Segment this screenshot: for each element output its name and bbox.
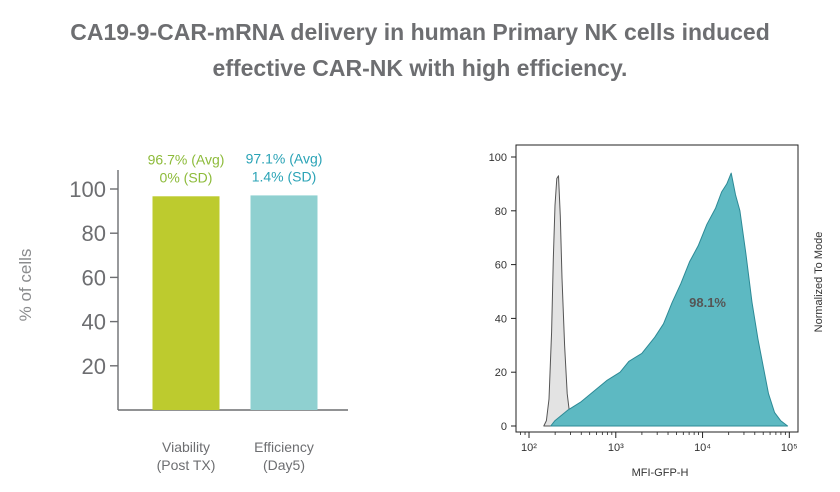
x-tick-label: 10² [521,442,537,454]
y-axis-label: Normalized To Mode [813,232,825,333]
y-tick-label: 60 [495,260,507,272]
x-category-label-line-2: (Day5) [263,457,305,473]
y-tick-label: 0 [501,421,507,433]
bar [152,196,220,410]
x-axis-label: MFI-GFP-H [632,467,689,479]
bar-annotation-sd: 1.4% (SD) [252,168,317,184]
x-category-label: Efficiency [254,439,314,455]
x-tick-label: 10⁵ [781,442,798,454]
x-tick-label: 10⁴ [694,442,711,454]
y-tick-label: 20 [495,367,507,379]
bar-annotation-avg: 97.1% (Avg) [246,150,323,166]
y-axis-label: % of cells [16,249,35,322]
car-mrna-histogram [550,172,789,427]
y-tick-label: 40 [495,313,507,325]
bar [250,195,318,410]
y-tick-label: 80 [495,206,507,218]
chart-title: CA19-9-CAR-mRNA delivery in human Primar… [0,14,840,86]
chart-title-line-1: CA19-9-CAR-mRNA delivery in human Primar… [70,19,770,45]
chart-title-line-2: effective CAR-NK with high efficiency. [212,55,628,81]
x-category-label: Viability [162,439,210,455]
bar-annotation-avg: 96.7% (Avg) [148,151,225,167]
histogram-percentage-label: 98.1% [689,295,726,310]
y-tick-label: 80 [82,221,106,246]
bar-annotation-sd: 0% (SD) [160,169,213,185]
y-tick-label: 60 [82,265,106,290]
plot-frame [515,144,799,433]
y-tick-label: 20 [82,354,106,379]
bar-chart: 20 40 60 80 100 % of cells 96.7% (Avg) 0% (SD) V… [16,150,348,473]
x-tick-label: 10³ [608,442,624,454]
y-tick-label: 40 [82,310,106,335]
control-histogram [543,175,573,427]
x-category-label-line-2: (Post TX) [157,457,216,473]
y-tick-label: 100 [69,177,106,202]
y-tick-label: 100 [489,152,507,164]
